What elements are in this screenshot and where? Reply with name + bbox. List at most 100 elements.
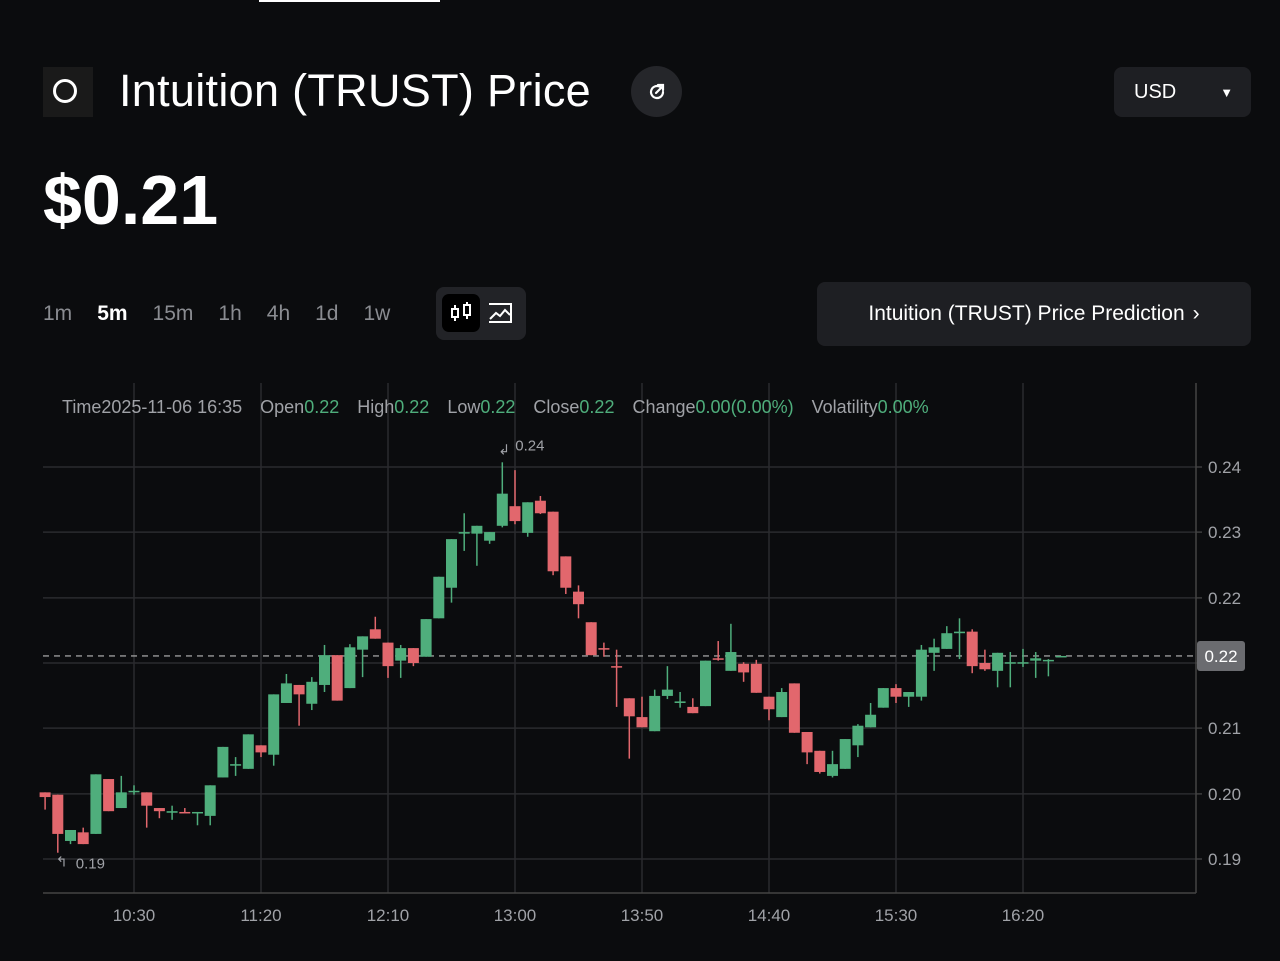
- candle-up: [90, 774, 102, 834]
- candle-down: [763, 696, 775, 710]
- candle-down: [39, 792, 51, 798]
- candle-down: [890, 688, 902, 697]
- candle-up: [954, 631, 965, 634]
- candle-up: [280, 683, 292, 703]
- tab-1w[interactable]: 1w: [363, 302, 391, 325]
- current-price-label: 0.22: [1204, 647, 1237, 666]
- line-chart-button[interactable]: [481, 294, 519, 332]
- candle-up: [649, 695, 661, 732]
- currency-select[interactable]: USD ▼: [1114, 67, 1251, 117]
- candle-down: [814, 750, 826, 772]
- candle-up: [420, 619, 432, 657]
- y-tick-label: 0.19: [1208, 850, 1241, 869]
- min-marker-arrow: ↰: [56, 854, 68, 870]
- candle-up: [192, 811, 203, 814]
- candle-down: [103, 779, 115, 812]
- x-tick-label: 13:00: [494, 906, 537, 925]
- candle-down: [585, 622, 597, 656]
- candle-up: [115, 792, 127, 809]
- candle-down: [547, 511, 559, 572]
- x-tick-label: 15:30: [875, 906, 918, 925]
- candlestick-button[interactable]: [442, 294, 480, 332]
- candle-down: [560, 556, 572, 588]
- y-tick-label: 0.20: [1208, 785, 1241, 804]
- y-tick-label: 0.22: [1208, 589, 1241, 608]
- candle-up: [661, 689, 673, 696]
- candle-up: [839, 739, 851, 769]
- max-marker-arrow: ↲: [498, 441, 510, 457]
- candle-up: [941, 633, 953, 649]
- page-title: Intuition (TRUST) Price: [119, 65, 591, 116]
- caret-down-icon: ▼: [1220, 84, 1234, 100]
- intuition-logo: [43, 67, 93, 117]
- candle-down: [966, 631, 978, 667]
- share-icon: [649, 83, 664, 99]
- candle-down: [611, 666, 623, 668]
- tab-4h[interactable]: 4h: [266, 302, 291, 325]
- low-value: 0.22: [480, 397, 516, 417]
- interval-tabs: 1m 5m 15m 1h 4h 1d 1w: [43, 298, 415, 330]
- candle-down: [788, 683, 800, 733]
- tab-1d[interactable]: 1d: [315, 302, 339, 325]
- candle-down: [141, 792, 153, 806]
- chevron-right-icon: ›: [1192, 302, 1200, 325]
- candle-up: [852, 725, 864, 746]
- price-prediction-button[interactable]: Intuition (TRUST) Price Prediction ›: [817, 282, 1251, 346]
- time-value: 2025-11-06 16:35: [101, 397, 243, 417]
- chart-type-toggle: [436, 287, 526, 340]
- candle-down: [738, 663, 750, 673]
- candle-up: [471, 525, 483, 534]
- share-button[interactable]: [631, 66, 682, 117]
- candle-up: [776, 692, 788, 718]
- tab-5m[interactable]: 5m: [97, 302, 128, 325]
- candle-down: [598, 648, 610, 650]
- candle-up: [357, 636, 369, 650]
- candle-down: [382, 642, 394, 667]
- candle-up: [674, 701, 686, 703]
- candle-up: [446, 539, 457, 588]
- candle-down: [52, 794, 64, 834]
- candle-up: [306, 681, 318, 704]
- current-price-badge: [1197, 640, 1245, 671]
- candle-down: [369, 629, 381, 639]
- candle-up: [128, 790, 140, 793]
- candle-down: [636, 717, 648, 728]
- close-value: 0.22: [579, 397, 615, 417]
- x-tick-label: 14:40: [748, 906, 791, 925]
- tab-1m[interactable]: 1m: [43, 302, 73, 325]
- candle-down: [687, 706, 699, 714]
- candle-up: [433, 576, 445, 619]
- candle-down: [179, 811, 191, 814]
- candle-down: [407, 648, 419, 663]
- candle-up: [877, 688, 889, 708]
- time-label: Time: [62, 397, 102, 417]
- x-tick-label: 13:50: [621, 906, 664, 925]
- candle-up: [827, 764, 838, 776]
- tab-15m[interactable]: 15m: [152, 302, 194, 325]
- candle-up: [928, 647, 940, 653]
- candle-up: [268, 694, 280, 755]
- low-label: Low: [447, 397, 481, 417]
- active-tab-indicator: [259, 0, 440, 2]
- candle-up: [217, 746, 229, 778]
- x-tick-label: 11:20: [240, 906, 281, 925]
- candle-down: [255, 745, 267, 753]
- high-value: 0.22: [394, 397, 430, 417]
- candle-up: [903, 692, 915, 697]
- candle-up: [865, 714, 877, 728]
- candle-up: [1042, 659, 1054, 662]
- tab-1h[interactable]: 1h: [218, 302, 242, 325]
- candle-up: [65, 829, 76, 841]
- candle-up: [496, 493, 508, 526]
- candle-up: [319, 655, 330, 685]
- line-chart-icon: [489, 303, 512, 323]
- candle-up: [1055, 655, 1067, 658]
- candle-down: [750, 663, 762, 693]
- change-value: 0.00(0.00%): [695, 397, 794, 417]
- candle-up: [166, 811, 178, 813]
- max-marker-label: 0.24: [515, 437, 544, 454]
- candle-up: [522, 502, 534, 533]
- candle-down: [331, 655, 343, 701]
- candle-up: [242, 734, 254, 769]
